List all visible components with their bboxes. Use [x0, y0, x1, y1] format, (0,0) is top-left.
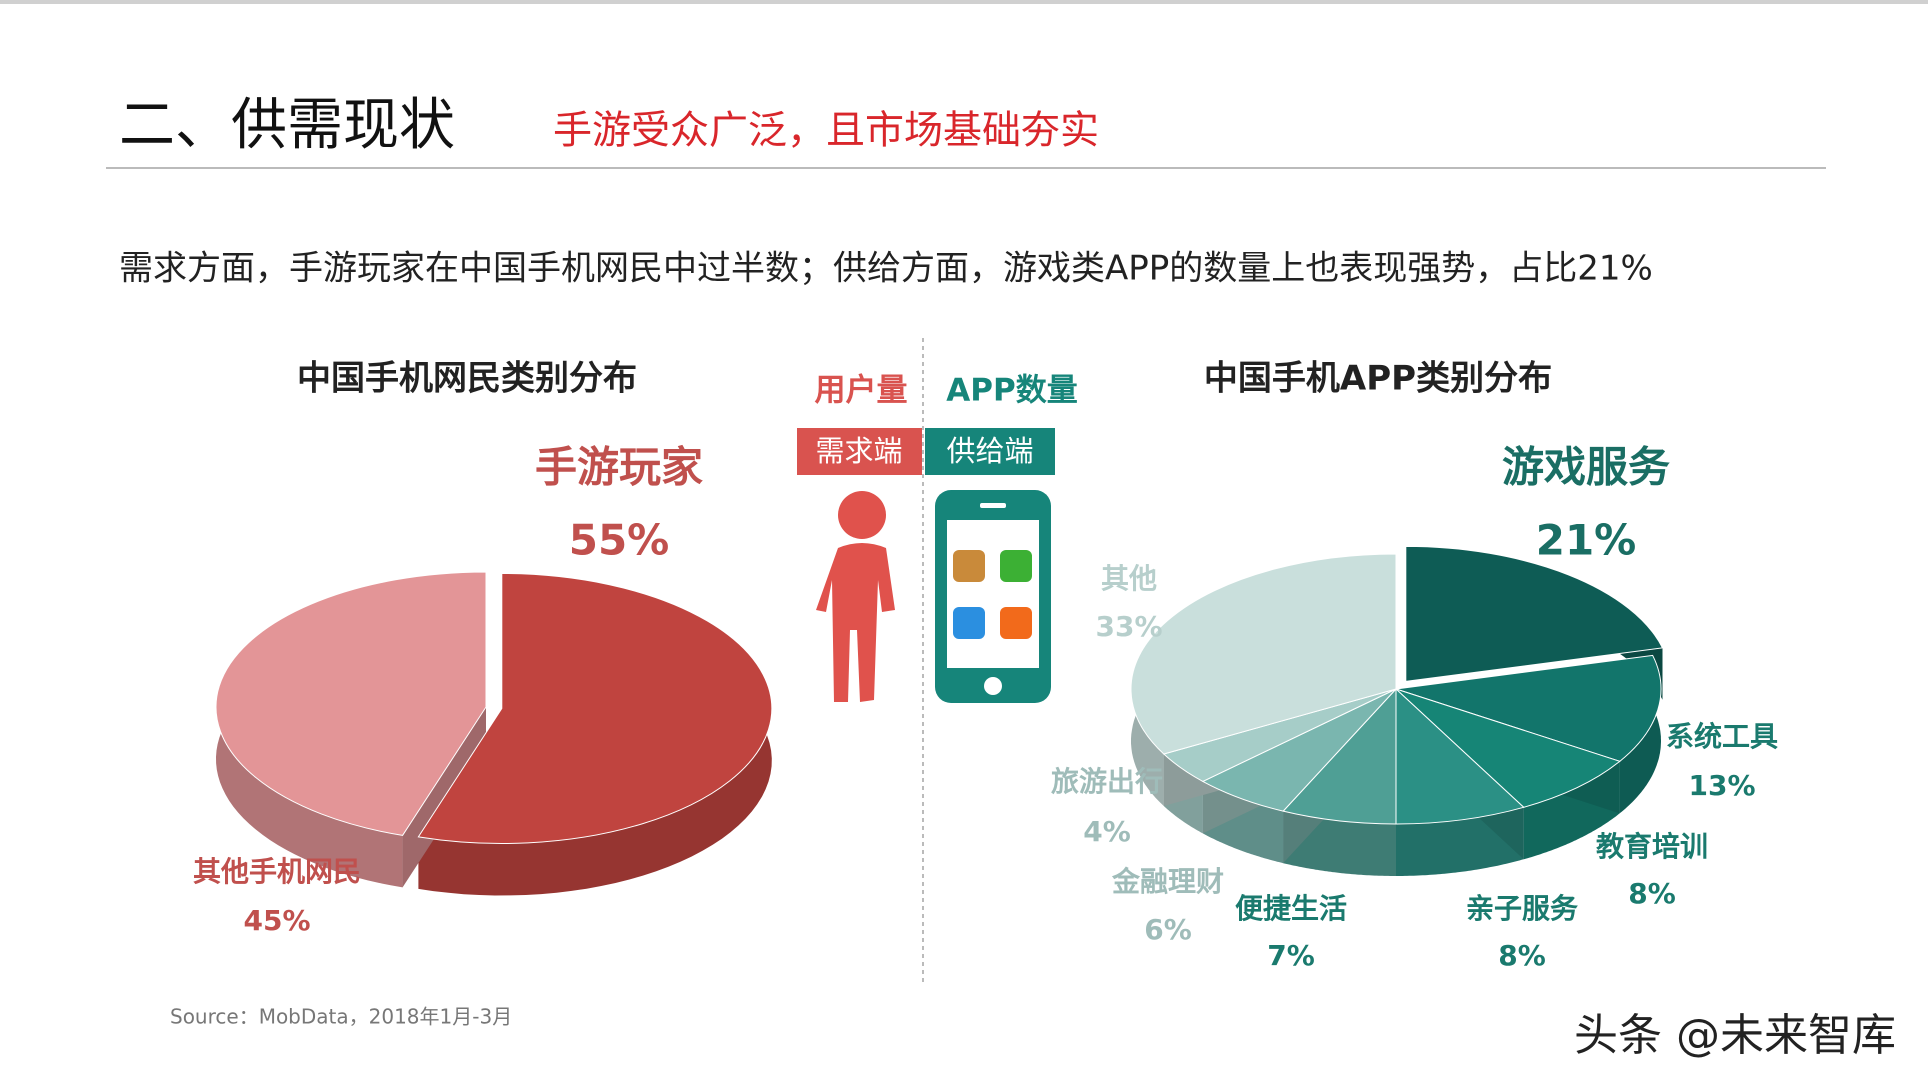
slice-value-label: 4%: [1083, 815, 1131, 848]
slice-value-label: 33%: [1095, 610, 1162, 643]
slice-value-label: 6%: [1144, 913, 1192, 946]
slice-side: [1619, 655, 1661, 814]
slice: [1395, 688, 1621, 808]
chart-title: 中国手机网民类别分布: [297, 359, 637, 399]
slice-label: 游戏服务: [1502, 443, 1670, 492]
slide-subtitle: 手游受众广泛，且市场基础夯实: [553, 109, 1099, 154]
middle-right-label: APP数量: [946, 373, 1077, 409]
slice-label: 其他手机网民: [193, 855, 361, 888]
slice-value-label: 7%: [1267, 939, 1315, 972]
phone-icon: [935, 490, 1051, 703]
slice: [215, 571, 487, 836]
top-border: [0, 0, 1928, 4]
slice-value-label: 8%: [1628, 877, 1676, 910]
slide-title: 二、供需现状: [119, 93, 455, 158]
supply-box: [925, 428, 1055, 475]
slice-label: 亲子服务: [1466, 892, 1578, 925]
slice-label: 教育培训: [1596, 830, 1708, 863]
slice: [1395, 654, 1662, 762]
slice: [417, 573, 773, 844]
slice-label: 旅游出行: [1051, 765, 1163, 798]
watermark: 头条 @未来智库: [1574, 1010, 1896, 1061]
person-icon: [816, 491, 895, 702]
pie: [215, 571, 773, 896]
slice: [1395, 687, 1525, 825]
description: 需求方面，手游玩家在中国手机网民中过半数；供给方面，游戏类APP的数量上也表现强…: [119, 249, 1653, 289]
slice-value-label: 13%: [1688, 769, 1755, 802]
chart-title: 中国手机APP类别分布: [1204, 359, 1552, 399]
slice-value-label: 21%: [1536, 516, 1637, 565]
pie: [1130, 545, 1664, 876]
slice-label: 手游玩家: [535, 443, 703, 492]
slice-value-label: 45%: [243, 904, 310, 937]
demand-box-label: 需求端: [815, 434, 902, 468]
slice-label: 其他: [1101, 562, 1157, 595]
slice-label: 便捷生活: [1235, 892, 1347, 925]
slice: [1130, 553, 1397, 755]
slice-label: 金融理财: [1111, 865, 1224, 898]
slice-label: 系统工具: [1666, 720, 1778, 753]
slice: [1282, 687, 1397, 825]
demand-box: [797, 428, 922, 475]
middle-left-label: 用户量: [815, 373, 908, 409]
source: Source：MobData，2018年1月-3月: [170, 1005, 512, 1029]
slice-value-label: 55%: [569, 516, 670, 565]
slice: [1405, 545, 1664, 682]
supply-box-label: 供给端: [946, 434, 1033, 468]
slice-value-label: 8%: [1498, 939, 1546, 972]
